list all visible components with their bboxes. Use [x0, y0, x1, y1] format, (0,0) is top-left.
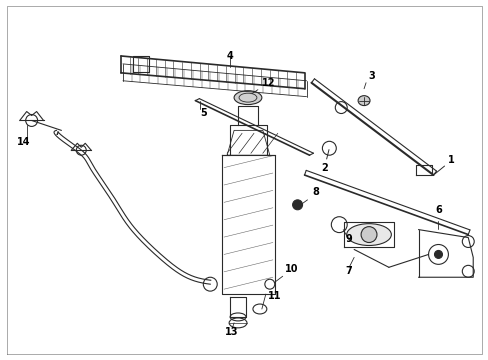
- Circle shape: [292, 200, 302, 210]
- Text: 7: 7: [345, 266, 352, 276]
- Text: 5: 5: [200, 108, 206, 117]
- Text: 3: 3: [368, 71, 375, 81]
- Text: 2: 2: [320, 150, 328, 173]
- Text: 10: 10: [284, 264, 298, 274]
- Text: 4: 4: [226, 51, 233, 61]
- Text: 13: 13: [225, 327, 238, 337]
- Text: 9: 9: [345, 234, 352, 243]
- Text: 11: 11: [267, 291, 281, 301]
- Ellipse shape: [346, 224, 390, 246]
- Ellipse shape: [234, 91, 262, 105]
- Circle shape: [434, 251, 442, 258]
- Text: 6: 6: [434, 205, 441, 215]
- Text: 8: 8: [311, 187, 318, 197]
- Text: 1: 1: [434, 155, 454, 174]
- Text: 12: 12: [262, 78, 275, 88]
- Text: 14: 14: [17, 137, 30, 147]
- Circle shape: [360, 227, 376, 243]
- Ellipse shape: [357, 96, 369, 105]
